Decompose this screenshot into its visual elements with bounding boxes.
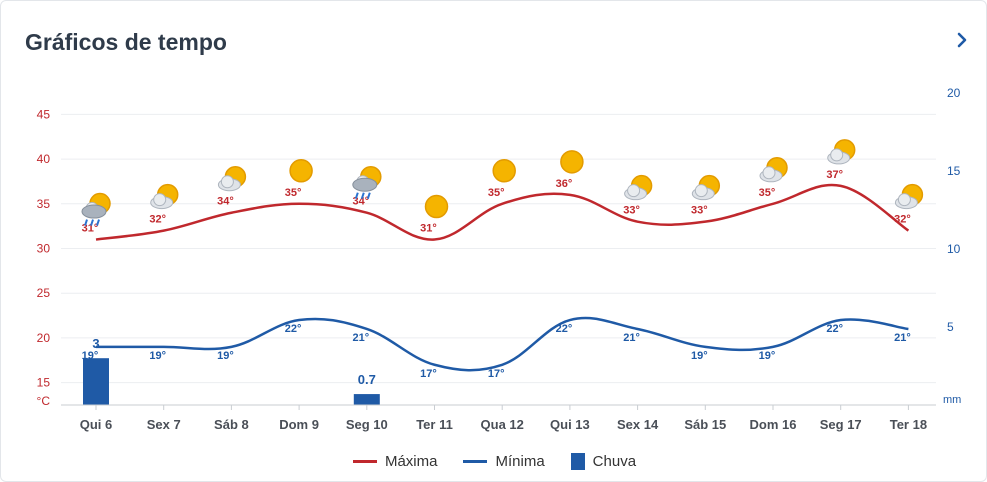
min-label: 21° xyxy=(352,332,369,344)
next-button[interactable] xyxy=(948,28,976,56)
partly-cloudy-icon xyxy=(624,174,653,201)
legend-label-min: Mínima xyxy=(495,453,545,470)
max-label: 34° xyxy=(352,196,369,208)
min-label: 22° xyxy=(826,323,843,335)
legend-item-max[interactable]: Máxima xyxy=(352,453,438,470)
min-label: 17° xyxy=(420,368,437,380)
legend: Máxima Mínima Chuva xyxy=(1,453,987,470)
rain-label: 0.7 xyxy=(358,372,376,387)
max-label: 35° xyxy=(285,187,302,199)
y-right-tick-label: 15 xyxy=(947,164,961,178)
x-tick-label: Sáb 15 xyxy=(684,417,726,432)
y-left-tick-label: 30 xyxy=(37,242,51,256)
max-label: 37° xyxy=(826,169,843,181)
x-tick-label: Sáb 8 xyxy=(214,417,249,432)
y-right-tick-label: 5 xyxy=(947,320,954,334)
y-left-tick-label: 45 xyxy=(37,107,51,121)
partly-cloudy-icon xyxy=(827,139,856,165)
max-label: 33° xyxy=(623,205,640,217)
min-label: 19° xyxy=(149,350,166,362)
x-tick-label: Qui 13 xyxy=(550,417,590,432)
y-axis-right: 5 10 15 20 mm xyxy=(943,86,961,406)
min-label: 22° xyxy=(285,323,302,335)
legend-label-max: Máxima xyxy=(384,453,438,470)
min-label: 21° xyxy=(894,332,911,344)
x-tick-label: Qua 12 xyxy=(481,417,524,432)
max-label: 36° xyxy=(556,178,573,190)
partly-cloudy-icon xyxy=(759,157,788,183)
rain-label: 3 xyxy=(92,336,99,351)
y-axis-left: 15 20 25 30 35 40 45 °C xyxy=(37,107,51,408)
x-tick-label: Ter 18 xyxy=(890,417,927,432)
max-label: 33° xyxy=(691,205,708,217)
x-tick-label: Sex 7 xyxy=(147,417,181,432)
x-tick-label: Dom 16 xyxy=(750,417,797,432)
rain-sun-icon xyxy=(81,192,111,226)
x-tick-label: Seg 17 xyxy=(820,417,862,432)
y-left-tick-label: 40 xyxy=(37,152,51,166)
legend-label-rain: Chuva xyxy=(592,453,637,470)
min-label: 19° xyxy=(691,350,708,362)
min-line xyxy=(96,316,909,372)
y-left-tick-label: 15 xyxy=(37,376,51,390)
legend-swatch-min xyxy=(463,460,488,463)
max-label: 31° xyxy=(82,223,99,235)
x-tick-label: Ter 11 xyxy=(416,417,453,432)
rain-bar xyxy=(83,358,109,405)
y-left-tick-label: 35 xyxy=(37,197,51,211)
rain-bar xyxy=(353,394,380,405)
sun-icon xyxy=(560,150,584,174)
y-left-tick-label: 25 xyxy=(37,286,51,300)
max-line xyxy=(95,183,910,241)
y-left-unit: °C xyxy=(37,394,51,408)
y-right-unit: mm xyxy=(943,394,961,406)
legend-swatch-rain xyxy=(570,453,585,470)
weather-icons xyxy=(81,139,924,226)
partly-cloudy-icon xyxy=(894,183,924,210)
max-label: 32° xyxy=(149,214,166,226)
min-label: 21° xyxy=(623,332,640,344)
x-tick-label: Dom 9 xyxy=(279,417,319,432)
grid-lines xyxy=(61,113,936,384)
x-tick-label: Qui 6 xyxy=(80,417,113,432)
max-label: 31° xyxy=(420,223,437,235)
chevron-right-icon xyxy=(956,32,968,53)
y-right-tick-label: 10 xyxy=(947,242,961,256)
min-label: 19° xyxy=(759,350,776,362)
y-right-tick-label: 20 xyxy=(947,86,961,100)
sun-icon xyxy=(289,159,313,183)
rain-bars xyxy=(83,358,380,405)
sun-icon xyxy=(492,159,516,183)
x-tick-label: Seg 10 xyxy=(346,417,388,432)
max-label: 34° xyxy=(217,196,234,208)
max-label: 35° xyxy=(759,187,776,199)
max-label: 35° xyxy=(488,187,505,199)
min-label: 22° xyxy=(556,323,573,335)
min-label: 19° xyxy=(82,350,99,362)
legend-item-rain[interactable]: Chuva xyxy=(570,453,637,470)
y-left-tick-label: 20 xyxy=(37,331,51,345)
partly-cloudy-icon xyxy=(150,183,179,210)
min-label: 17° xyxy=(488,368,505,380)
legend-swatch-max xyxy=(352,460,377,463)
partly-cloudy-icon xyxy=(217,165,247,192)
min-label: 19° xyxy=(217,350,234,362)
temperature-lines xyxy=(95,183,910,372)
data-labels: 31° 32° 34° 35° 34° 31° 35° 36° 33° 33° 35° 37° 32° 1… xyxy=(82,169,911,387)
x-tick-label: Sex 14 xyxy=(617,417,659,432)
partly-cloudy-icon xyxy=(691,174,721,201)
sun-icon xyxy=(424,194,449,219)
rain-sun-icon xyxy=(352,165,382,200)
page-title: Gráficos de tempo xyxy=(25,29,227,55)
legend-item-min[interactable]: Mínima xyxy=(463,453,545,470)
max-label: 32° xyxy=(894,214,911,226)
x-axis: Qui 6 Sex 7 Sáb 8 Dom 9 Seg 10 Ter 11 Qua 12 Qu… xyxy=(61,404,936,432)
